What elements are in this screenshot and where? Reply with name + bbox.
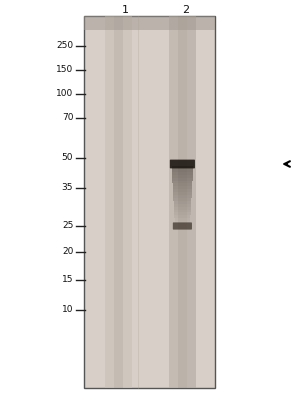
Text: 20: 20 xyxy=(62,248,73,256)
Bar xyxy=(174,215,190,218)
Bar xyxy=(173,186,192,189)
Bar xyxy=(173,195,192,198)
Text: 2: 2 xyxy=(182,5,189,15)
Text: 1: 1 xyxy=(122,5,129,15)
Bar xyxy=(187,16,196,388)
Bar xyxy=(105,16,114,388)
Bar xyxy=(175,218,190,221)
Bar xyxy=(173,183,192,186)
FancyBboxPatch shape xyxy=(170,160,195,168)
FancyBboxPatch shape xyxy=(173,222,192,230)
Bar xyxy=(173,189,192,192)
Text: 50: 50 xyxy=(62,154,73,162)
Bar xyxy=(123,16,132,388)
Bar xyxy=(173,180,192,183)
Bar xyxy=(84,16,215,388)
Text: 250: 250 xyxy=(56,42,73,50)
Bar xyxy=(172,172,193,175)
Bar xyxy=(114,16,123,388)
Text: 10: 10 xyxy=(62,306,73,314)
Bar xyxy=(172,169,193,172)
Text: 70: 70 xyxy=(62,114,73,122)
Bar xyxy=(173,192,192,195)
Text: 100: 100 xyxy=(56,90,73,98)
Bar xyxy=(172,175,193,178)
Text: 35: 35 xyxy=(62,184,73,192)
Bar xyxy=(169,16,178,388)
Bar xyxy=(174,210,191,212)
Bar xyxy=(172,166,193,169)
Text: 150: 150 xyxy=(56,66,73,74)
Bar xyxy=(84,16,215,30)
Text: 25: 25 xyxy=(62,222,73,230)
Bar xyxy=(173,198,191,201)
Bar xyxy=(175,221,190,224)
Bar xyxy=(174,204,191,206)
Bar xyxy=(172,178,193,180)
Text: 15: 15 xyxy=(62,276,73,284)
Bar xyxy=(173,201,191,204)
Bar xyxy=(174,207,191,210)
Bar xyxy=(174,212,190,215)
Bar xyxy=(178,16,187,388)
